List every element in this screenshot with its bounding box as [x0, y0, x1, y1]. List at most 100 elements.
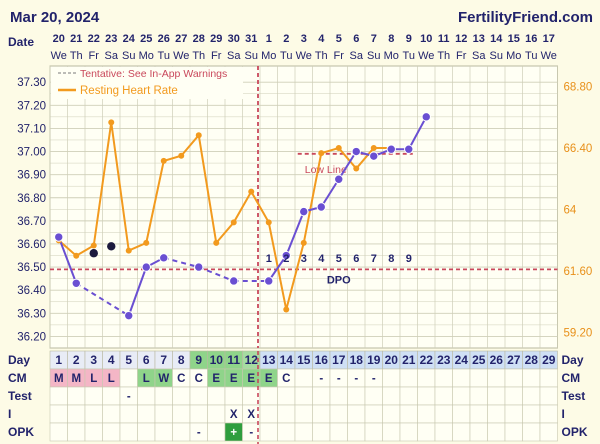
date-label: 9	[406, 33, 412, 45]
temperature-point	[334, 174, 344, 184]
temperature-point	[351, 146, 361, 157]
cycle-day-number: 6	[143, 353, 150, 367]
test-cell	[522, 386, 541, 406]
opk-cell	[294, 422, 313, 442]
cm-value: C	[177, 373, 185, 385]
legend-tentative-label: Tentative: See In-App Warnings	[80, 68, 227, 80]
intercourse-cell	[312, 404, 331, 424]
weekday-label: Fr	[89, 50, 100, 62]
temp-line-dashed	[198, 266, 235, 282]
cm-cell	[434, 368, 453, 388]
weekday-label: We	[296, 50, 312, 62]
heart-rate-point	[73, 252, 80, 259]
date-label: 12	[455, 33, 467, 45]
temperature-point	[386, 144, 396, 154]
cycle-day-number: 23	[437, 353, 451, 367]
test-cell	[329, 386, 348, 406]
cycle-day-number: 27	[507, 353, 521, 367]
left-tick-label: 37.20	[17, 100, 46, 112]
weekday-label: Mo	[384, 50, 399, 62]
date-label: 11	[438, 33, 450, 45]
test-cell	[434, 386, 453, 406]
weekday-label: Th	[70, 50, 83, 62]
opk-cell	[277, 422, 296, 442]
date-label: 22	[88, 33, 100, 45]
heart-rate-point	[143, 239, 150, 246]
weekday-label: Sa	[472, 50, 486, 62]
left-tick-label: 36.20	[17, 331, 46, 343]
cycle-day-number: 18	[350, 353, 364, 367]
opk-cell	[452, 422, 471, 442]
cycle-day-number: 10	[210, 353, 224, 367]
left-tick-label: 36.30	[17, 308, 46, 320]
intercourse-cell	[189, 404, 208, 424]
dpo-number: 7	[371, 253, 377, 265]
cycle-day-number: 17	[332, 353, 346, 367]
opk-cell	[504, 422, 523, 442]
dpo-number: 2	[283, 253, 289, 265]
cm-value: M	[71, 373, 81, 385]
opk-cell	[67, 422, 86, 442]
weekday-label: We	[51, 50, 67, 62]
test-cell	[154, 386, 173, 406]
heart-rate-line	[58, 122, 392, 310]
cycle-day-number: 7	[160, 353, 167, 367]
intercourse-cell	[137, 404, 156, 424]
test-value: -	[127, 391, 131, 403]
cm-value: -	[337, 373, 341, 385]
intercourse-cell	[452, 404, 471, 424]
temp-line-dashed	[163, 256, 200, 269]
heart-rate-point	[283, 306, 290, 313]
cm-value: E	[247, 373, 255, 385]
temperature-point	[229, 276, 239, 286]
intercourse-value: X	[247, 409, 255, 421]
cm-value: C	[282, 373, 290, 385]
cm-cell	[399, 368, 418, 388]
heart-rate-point	[335, 145, 342, 152]
intercourse-cell	[49, 404, 68, 424]
left-tick-label: 36.40	[17, 285, 46, 297]
weekday-label: Fr	[456, 50, 467, 62]
date-label: 8	[388, 33, 394, 45]
temperature-point	[369, 151, 379, 161]
date-label: 13	[473, 33, 485, 45]
temp-line-segment	[127, 266, 148, 316]
temp-line-segment	[285, 211, 305, 256]
left-tick-label: 36.90	[17, 170, 46, 182]
cycle-day-number: 21	[402, 353, 416, 367]
test-cell	[347, 386, 366, 406]
dpo-number: 3	[301, 253, 307, 265]
row-label-left: OPK	[8, 425, 34, 439]
intercourse-cell	[119, 404, 138, 424]
cycle-day-number: 4	[108, 353, 115, 367]
test-cell	[469, 386, 488, 406]
opk-cell	[102, 422, 121, 442]
opk-cell	[172, 422, 191, 442]
cycle-day-number: 20	[385, 353, 399, 367]
right-tick-label: 61.60	[564, 266, 593, 278]
weekday-label: Su	[367, 50, 380, 62]
temperature-point	[141, 262, 151, 272]
test-cell	[452, 386, 471, 406]
date-label: 4	[318, 33, 325, 45]
temperature-point	[159, 253, 169, 263]
opk-cell	[364, 422, 383, 442]
intercourse-cell	[487, 404, 506, 424]
cm-value: L	[90, 373, 97, 385]
date-header: 20We21Th22Fr23Sa24Su25Mo26Tu27We28Th29Fr…	[51, 33, 557, 62]
cycle-day-number: 24	[455, 353, 469, 367]
test-cell	[84, 386, 103, 406]
weekday-label: Su	[490, 50, 503, 62]
opk-cell	[469, 422, 488, 442]
left-tick-label: 36.70	[17, 216, 46, 228]
cm-cell	[487, 368, 506, 388]
cm-cell	[522, 368, 541, 388]
opk-cell	[539, 422, 558, 442]
right-axis: 59.20 61.60 64 66.40 68.80	[564, 82, 593, 340]
weekday-label: We	[541, 50, 557, 62]
intercourse-cell	[207, 404, 226, 424]
cycle-day-number: 14	[280, 353, 294, 367]
heart-rate-point	[213, 239, 220, 246]
date-label: 27	[175, 33, 187, 45]
